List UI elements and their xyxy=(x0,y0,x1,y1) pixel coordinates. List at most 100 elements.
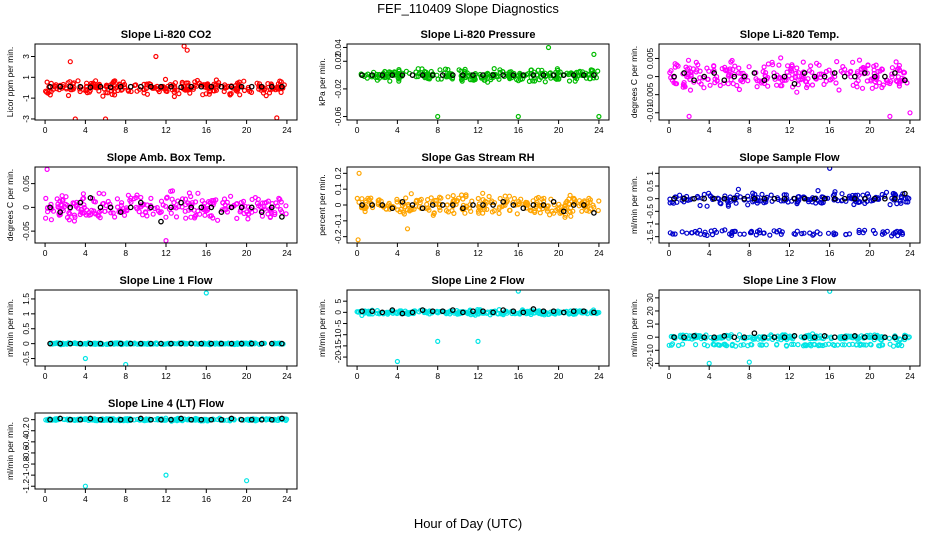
data-point xyxy=(165,83,171,89)
y-tick-label: -0.05 xyxy=(21,221,31,241)
data-point xyxy=(445,66,451,73)
data-point xyxy=(234,215,240,221)
mean-point xyxy=(389,307,396,313)
data-point xyxy=(679,229,685,235)
mean-point xyxy=(540,72,547,78)
data-point xyxy=(445,209,451,215)
outlier-point xyxy=(203,290,209,296)
mean-point xyxy=(771,73,778,80)
data-point xyxy=(98,207,104,214)
y-tick-label: -0.1 xyxy=(333,213,343,228)
data-point xyxy=(735,186,742,192)
data-point xyxy=(716,334,723,340)
outlier-point xyxy=(184,47,190,53)
data-point xyxy=(58,202,64,208)
mean-point xyxy=(902,334,908,341)
mean-point xyxy=(530,306,537,312)
data-point xyxy=(896,67,903,73)
x-tick-label: 12 xyxy=(785,371,795,381)
main-title: FEF_110409 Slope Diagnostics xyxy=(377,1,559,16)
data-point xyxy=(809,82,816,88)
mean-point xyxy=(57,340,64,347)
y-axis-label: percent per min. xyxy=(317,174,327,235)
data-points xyxy=(43,415,290,489)
mean-point xyxy=(107,84,114,91)
data-point xyxy=(537,210,543,216)
mean-point xyxy=(168,204,174,211)
data-point xyxy=(216,79,222,86)
data-point xyxy=(496,76,502,82)
mean-point xyxy=(238,416,245,423)
data-point xyxy=(415,73,421,80)
data-point xyxy=(745,77,751,84)
data-point xyxy=(722,64,728,71)
x-tick-label: 16 xyxy=(514,371,524,381)
data-point xyxy=(118,200,125,206)
data-point xyxy=(837,335,843,341)
mean-point xyxy=(470,308,476,315)
data-point xyxy=(147,206,153,212)
data-point xyxy=(881,230,888,236)
data-point xyxy=(711,342,718,348)
y-axis-label: ml/min per min. xyxy=(629,176,639,234)
data-point xyxy=(778,55,784,61)
data-point xyxy=(91,198,97,204)
data-point xyxy=(800,59,806,65)
data-point xyxy=(864,191,871,197)
y-tick-label: 0.5 xyxy=(21,323,31,335)
data-point xyxy=(532,78,538,84)
data-point xyxy=(401,211,407,217)
mean-point xyxy=(882,334,888,341)
data-point xyxy=(827,77,834,83)
y-tick-label: -15 xyxy=(333,339,343,352)
x-tick-label: 0 xyxy=(43,248,48,258)
data-point xyxy=(595,68,601,74)
data-point xyxy=(846,231,853,237)
y-tick-label: 0.2 xyxy=(333,167,343,179)
data-point xyxy=(591,75,597,81)
data-point xyxy=(572,78,578,84)
data-point xyxy=(462,66,468,73)
data-point xyxy=(263,416,270,422)
data-point xyxy=(872,230,878,236)
data-point xyxy=(397,209,403,215)
data-point xyxy=(462,210,468,216)
mean-point xyxy=(117,209,124,215)
data-point xyxy=(871,67,877,73)
data-point xyxy=(831,232,837,238)
y-axis-label: ml/min per min. xyxy=(5,299,15,357)
y-tick-label: -0.01 xyxy=(645,103,655,123)
panel-9: Slope Line 3 Flow 0 4 8 12 16 20 24 -20-10 0 10 20 3… xyxy=(629,275,921,381)
panel-title: Slope Line 4 (LT) Flow xyxy=(108,398,224,410)
data-point xyxy=(486,193,492,200)
data-point xyxy=(851,201,857,208)
outlier-point xyxy=(82,483,89,489)
data-point xyxy=(548,75,554,81)
mean-point xyxy=(540,308,547,315)
mean-point xyxy=(530,202,537,208)
data-point xyxy=(836,87,842,93)
data-point xyxy=(821,81,827,88)
panel-3: Slope Li-820 Temp. 0 4 8 12 16 20 24 -0.01-0.005… xyxy=(629,29,921,135)
data-point xyxy=(567,209,573,215)
data-point xyxy=(100,93,106,99)
outlier-point xyxy=(545,44,552,51)
data-point xyxy=(179,417,185,423)
data-point xyxy=(896,81,902,87)
mean-point xyxy=(892,334,898,341)
data-point xyxy=(725,81,731,87)
data-point xyxy=(265,198,271,204)
panel-title: Slope Li-820 Temp. xyxy=(740,29,839,41)
data-point xyxy=(428,195,434,201)
data-point xyxy=(873,194,879,200)
data-point xyxy=(554,66,561,72)
data-point xyxy=(672,61,678,67)
data-point xyxy=(233,85,240,92)
mean-point xyxy=(178,340,184,347)
y-axis-label: degrees C per min. xyxy=(5,169,15,241)
data-point xyxy=(538,203,544,209)
mean-point xyxy=(137,415,144,422)
data-point xyxy=(591,204,597,210)
y-tick-label: 0 xyxy=(645,335,655,340)
mean-point xyxy=(429,202,436,208)
